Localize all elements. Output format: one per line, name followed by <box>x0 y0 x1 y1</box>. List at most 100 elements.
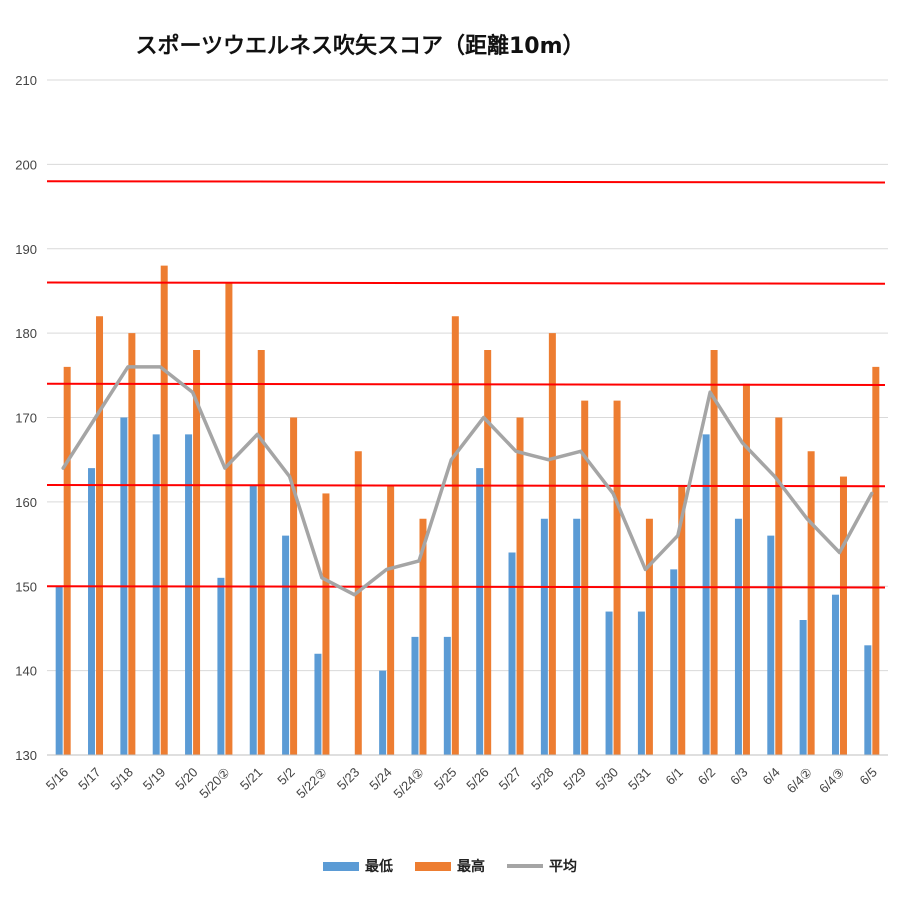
bar-max <box>322 493 330 755</box>
x-tick-label: 5/22② <box>293 765 330 802</box>
x-tick-label: 5/27 <box>496 765 525 794</box>
bar-min <box>637 611 645 755</box>
reference-line <box>46 180 886 184</box>
y-tick-label: 190 <box>15 242 37 257</box>
x-tick-label: 5/21 <box>237 765 266 794</box>
y-tick-label: 140 <box>15 664 37 679</box>
x-tick-label: 6/4② <box>784 765 816 797</box>
bar-max <box>742 383 750 755</box>
bar-min <box>508 552 516 755</box>
reference-line <box>46 382 886 386</box>
bar-max <box>548 333 556 755</box>
legend-item-avg: 平均 <box>507 856 577 876</box>
bar-max <box>484 350 492 755</box>
bar-max <box>775 417 783 755</box>
bar-min <box>702 434 710 755</box>
reference-line <box>46 281 886 285</box>
x-tick-label: 5/26 <box>463 765 492 794</box>
x-tick-label: 6/3 <box>727 765 750 788</box>
legend: 最低 最高 平均 <box>0 856 900 876</box>
legend-label-max: 最高 <box>457 859 485 875</box>
bar-min <box>476 468 484 755</box>
bar-max <box>225 282 233 755</box>
bar-max <box>193 350 201 755</box>
y-tick-label: 130 <box>15 748 37 763</box>
bar-min <box>540 518 548 755</box>
bar-min <box>670 569 678 755</box>
bar-min <box>185 434 193 755</box>
bar-max <box>63 366 71 755</box>
bar-min <box>605 611 613 755</box>
bar-max <box>710 350 718 755</box>
legend-swatch-min <box>323 861 359 871</box>
x-tick-label: 5/28 <box>528 765 557 794</box>
bar-min <box>767 535 775 755</box>
x-tick-label: 5/18 <box>107 765 136 794</box>
bar-min <box>55 586 63 755</box>
bar-min <box>443 636 451 755</box>
bar-max <box>872 366 880 755</box>
bar-max <box>387 485 395 755</box>
bar-max <box>807 451 815 755</box>
x-tick-label: 6/4③ <box>816 765 848 797</box>
x-tick-label: 6/2 <box>695 765 718 788</box>
x-tick-label: 5/19 <box>140 765 169 794</box>
bar-max <box>160 265 168 755</box>
bar-max <box>419 518 427 755</box>
bar-min <box>734 518 742 755</box>
y-tick-label: 160 <box>15 495 37 510</box>
bar-max <box>128 333 136 755</box>
bar-max <box>678 485 686 755</box>
x-tick-label: 5/30 <box>593 765 622 794</box>
legend-swatch-max <box>415 861 451 871</box>
y-tick-label: 200 <box>15 157 37 172</box>
x-tick-label: 5/24 <box>366 765 395 794</box>
x-tick-label: 5/16 <box>43 765 72 794</box>
legend-item-max: 最高 <box>415 856 485 876</box>
bar-max <box>451 316 459 755</box>
x-tick-label: 5/17 <box>75 765 104 794</box>
reference-line <box>46 484 886 488</box>
bar-min <box>411 636 419 755</box>
x-tick-label: 5/25 <box>431 765 460 794</box>
x-tick-label: 6/4 <box>760 765 783 788</box>
bar-min <box>799 620 807 755</box>
x-tick-label: 5/31 <box>625 765 654 794</box>
bar-max <box>581 400 589 755</box>
bar-min <box>379 670 387 755</box>
legend-swatch-avg <box>507 864 543 868</box>
bar-max <box>645 518 653 755</box>
x-tick-label: 5/23 <box>334 765 363 794</box>
chart-title: スポーツウエルネス吹矢スコア（距離10m） <box>135 34 585 59</box>
x-tick-label: 5/20② <box>196 765 233 802</box>
bar-min <box>314 653 322 755</box>
x-tick-label: 6/1 <box>662 765 685 788</box>
bar-min <box>217 577 225 755</box>
x-tick-label: 5/29 <box>560 765 589 794</box>
bar-min <box>88 468 96 755</box>
bar-min <box>249 485 257 755</box>
bar-min <box>831 594 839 755</box>
x-tick-label: 5/20 <box>172 765 201 794</box>
y-tick-label: 150 <box>15 579 37 594</box>
reference-line <box>46 585 886 589</box>
bar-max <box>839 476 847 755</box>
x-tick-label: 5/2 <box>274 765 297 788</box>
y-tick-label: 170 <box>15 411 37 426</box>
y-tick-label: 180 <box>15 326 37 341</box>
legend-label-avg: 平均 <box>549 859 577 875</box>
bar-min <box>573 518 581 755</box>
bar-max <box>354 451 362 755</box>
y-tick-label: 210 <box>15 73 37 88</box>
bar-min <box>152 434 160 755</box>
bar-min <box>864 645 872 755</box>
bar-min <box>282 535 290 755</box>
x-tick-label: 5/24② <box>390 765 427 802</box>
bar-max <box>613 400 621 755</box>
legend-item-min: 最低 <box>323 856 393 876</box>
legend-label-min: 最低 <box>365 859 393 875</box>
bar-max <box>96 316 104 755</box>
x-tick-label: 6/5 <box>857 765 880 788</box>
series-line-avg <box>61 365 874 597</box>
